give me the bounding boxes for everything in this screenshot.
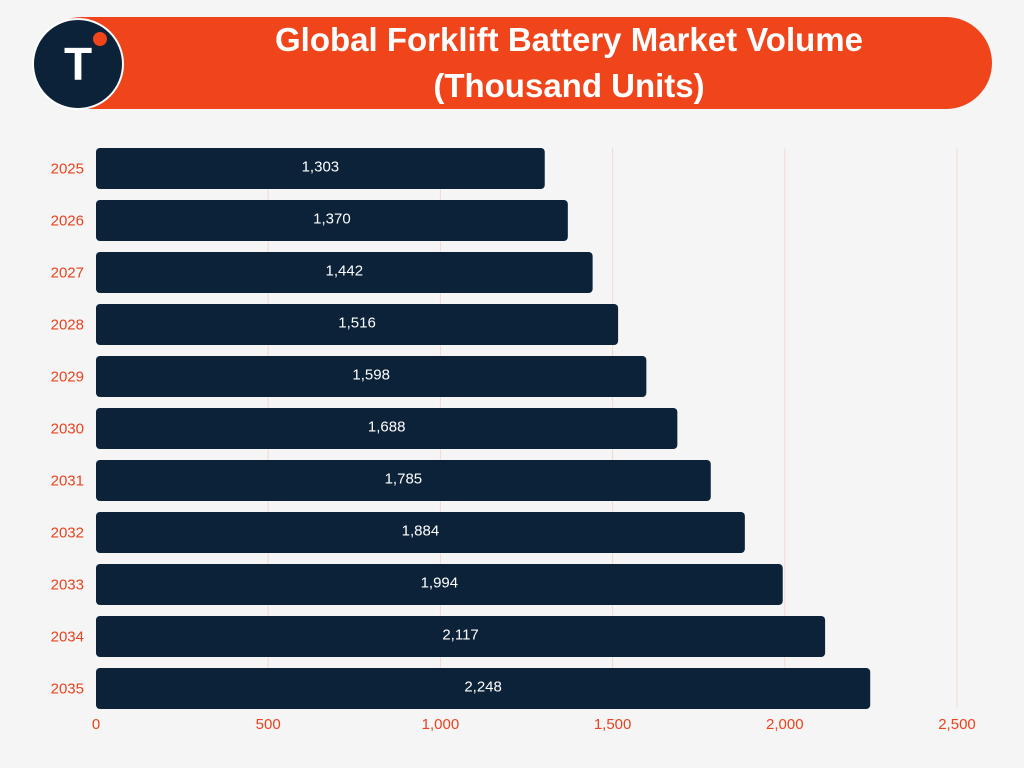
bar <box>96 564 783 605</box>
bar-value-label: 1,370 <box>313 210 351 227</box>
bar <box>96 668 871 709</box>
y-tick-label: 2034 <box>51 628 84 645</box>
bar-value-label: 1,785 <box>385 470 423 487</box>
x-tick-label: 1,000 <box>422 716 460 733</box>
x-tick-label: 500 <box>256 716 281 733</box>
y-tick-label: 2030 <box>51 420 84 437</box>
y-tick-label: 2032 <box>51 524 84 541</box>
y-tick-label: 2028 <box>51 316 84 333</box>
y-tick-label: 2033 <box>51 576 84 593</box>
y-tick-label: 2027 <box>51 264 84 281</box>
logo-dot-icon <box>93 32 107 46</box>
bar <box>96 148 545 189</box>
bar-value-label: 1,994 <box>421 574 459 591</box>
bar-value-label: 1,598 <box>352 366 390 383</box>
bar-value-label: 1,688 <box>368 418 406 435</box>
title-banner: Global Forklift Battery Market Volume (T… <box>36 17 992 109</box>
bar-value-label: 1,884 <box>402 522 440 539</box>
bar-value-label: 2,248 <box>464 678 502 695</box>
bar-value-label: 1,303 <box>302 158 340 175</box>
y-tick-label: 2029 <box>51 368 84 385</box>
bar <box>96 460 711 501</box>
bar <box>96 200 568 241</box>
bar <box>96 356 647 397</box>
x-tick-label: 0 <box>92 716 100 733</box>
chart-title-line-2: (Thousand Units) <box>433 67 705 104</box>
y-tick-label: 2025 <box>51 160 84 177</box>
y-tick-label: 2026 <box>51 212 84 229</box>
bar <box>96 408 678 449</box>
y-tick-label: 2035 <box>51 680 84 697</box>
x-tick-label: 2,500 <box>938 716 976 733</box>
logo-letter: T <box>63 38 93 90</box>
chart-title-line-1: Global Forklift Battery Market Volume <box>274 21 863 58</box>
x-tick-label: 2,000 <box>766 716 804 733</box>
bar <box>96 304 619 345</box>
bar-value-label: 1,442 <box>326 262 364 279</box>
brand-logo: T <box>32 18 124 110</box>
bar-value-label: 1,516 <box>338 314 376 331</box>
x-tick-label: 1,500 <box>594 716 632 733</box>
y-tick-label: 2031 <box>51 472 84 489</box>
chart-title: Global Forklift Battery Market Volume (T… <box>166 17 972 109</box>
bar-value-label: 2,117 <box>442 626 478 643</box>
bar <box>96 616 826 657</box>
bar <box>96 252 593 293</box>
bar <box>96 512 745 553</box>
